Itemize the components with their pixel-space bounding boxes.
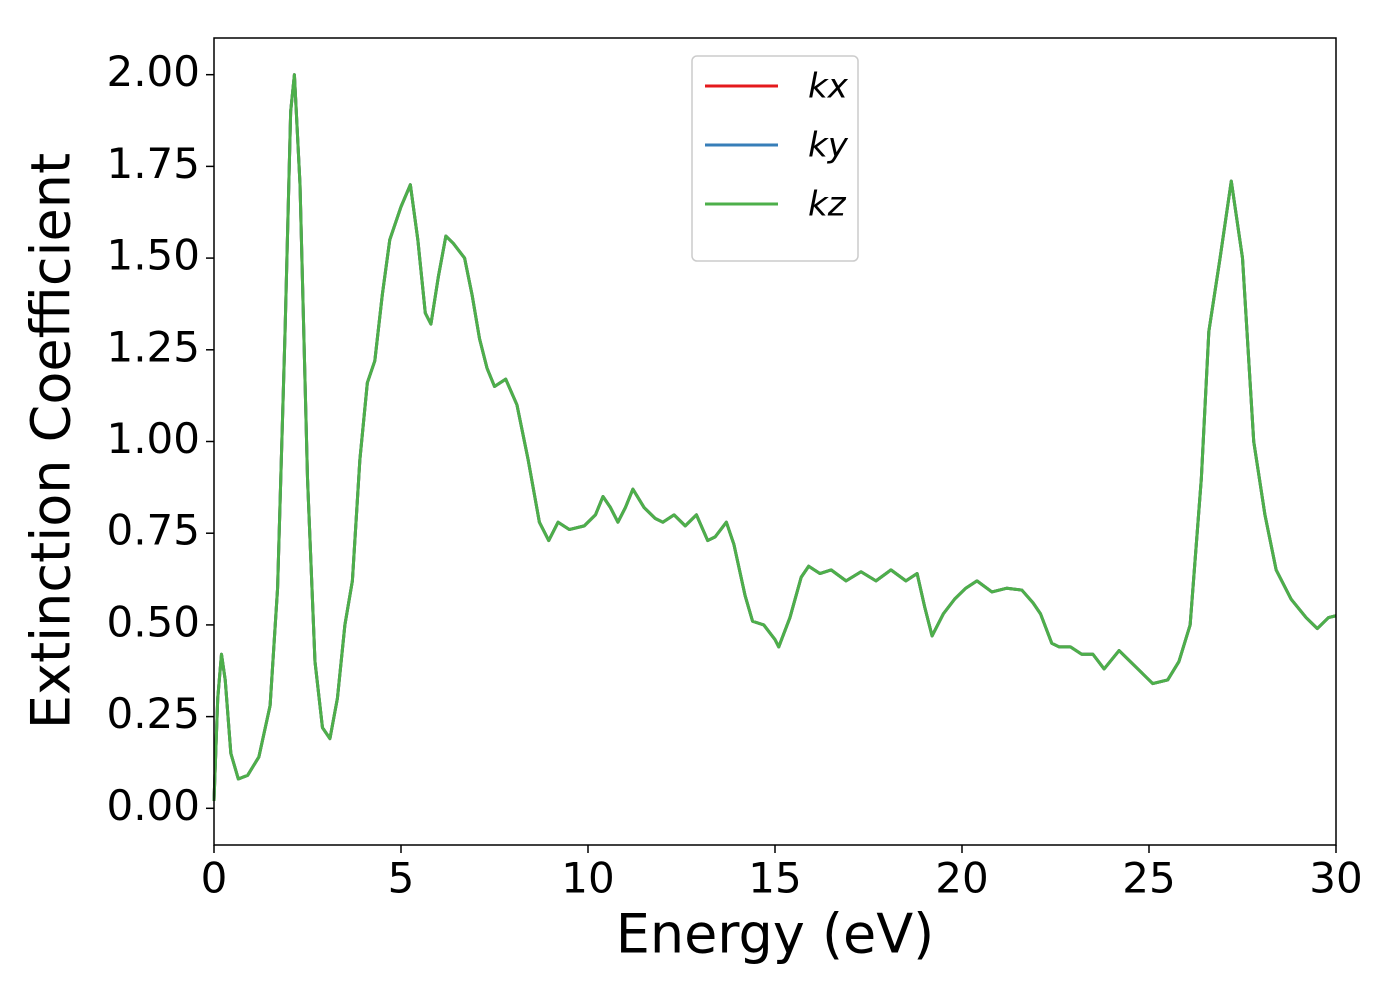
- y-tick-label: 2.00: [106, 47, 200, 96]
- y-tick-label: 1.00: [106, 414, 200, 463]
- y-tick-label: 0.75: [106, 506, 200, 555]
- y-tick-label: 0.00: [106, 781, 200, 830]
- y-tick-label: 0.50: [106, 597, 200, 646]
- x-axis-label: Energy (eV): [616, 903, 935, 966]
- legend-label: kz: [808, 185, 847, 225]
- x-tick-label: 0: [201, 854, 228, 903]
- y-axis-label: Extinction Coefficient: [20, 153, 83, 729]
- legend-label: ky: [808, 126, 849, 166]
- x-tick-label: 25: [1122, 854, 1175, 903]
- x-tick-label: 15: [748, 854, 801, 903]
- legend-box: [691, 55, 859, 262]
- x-tick-label: 5: [388, 854, 415, 903]
- y-tick-label: 1.75: [106, 139, 200, 188]
- y-tick-label: 1.50: [106, 231, 200, 280]
- x-tick-label: 20: [935, 854, 988, 903]
- y-tick-label: 1.25: [106, 322, 200, 371]
- data-line: [212, 73, 1337, 802]
- plot-frame: [213, 37, 1337, 846]
- x-tick-label: 30: [1309, 854, 1362, 903]
- y-tick-label: 0.25: [106, 689, 200, 738]
- legend-label: kx: [808, 67, 849, 107]
- x-tick-label: 10: [561, 854, 614, 903]
